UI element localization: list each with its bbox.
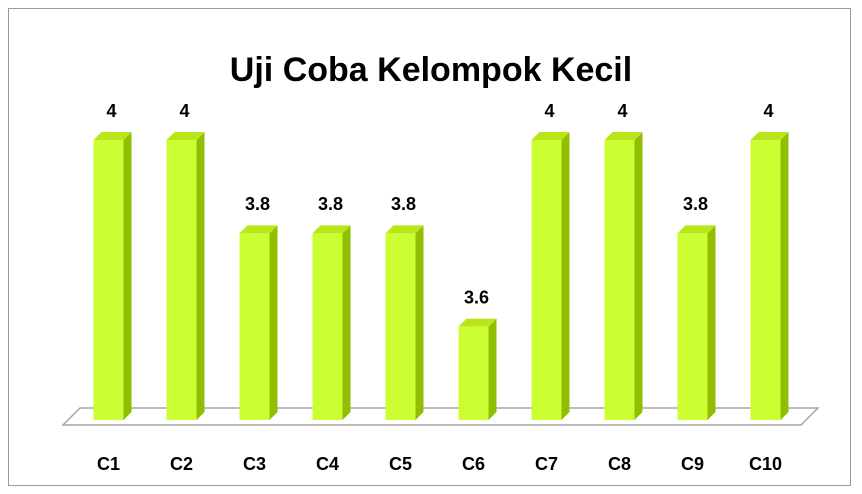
bar-side	[488, 318, 497, 420]
value-label: 4	[617, 101, 627, 121]
bar-top	[604, 132, 643, 140]
x-tick-label: C6	[462, 454, 485, 474]
value-label: 4	[106, 101, 116, 121]
x-tick-label: C7	[535, 454, 558, 474]
bar-top	[385, 225, 424, 234]
x-tick-label: C2	[170, 454, 193, 474]
value-label: 3.8	[318, 194, 343, 214]
bar-side	[269, 225, 278, 420]
x-tick-label: C3	[243, 454, 266, 474]
value-label: 3.6	[464, 287, 489, 307]
bar	[239, 233, 270, 420]
bar	[385, 233, 416, 420]
bar-top	[93, 132, 132, 140]
value-label: 4	[763, 101, 773, 121]
bar	[93, 140, 124, 420]
bar	[750, 140, 781, 420]
bar-side	[196, 132, 205, 420]
bar-side	[123, 132, 132, 420]
bar-top	[531, 132, 570, 140]
x-tick-label: C9	[681, 454, 704, 474]
bar	[458, 326, 489, 420]
bar-side	[561, 132, 570, 420]
value-label: 4	[179, 101, 189, 121]
bar-top	[750, 132, 789, 140]
bar	[677, 233, 708, 420]
chart-title: Uji Coba Kelompok Kecil	[230, 51, 632, 89]
bar	[531, 140, 562, 420]
bar-top	[312, 225, 351, 234]
bar-side	[342, 225, 351, 420]
bar-top	[677, 225, 716, 234]
bar-side	[634, 132, 643, 420]
bar	[166, 140, 197, 420]
x-tick-label: C10	[749, 454, 782, 474]
bar-top	[239, 225, 278, 234]
x-tick-label: C5	[389, 454, 412, 474]
bar	[604, 140, 635, 420]
bar-side	[780, 132, 789, 420]
bar-side	[707, 225, 716, 420]
bar-top	[458, 318, 497, 327]
bar-side	[415, 225, 424, 420]
value-label: 4	[544, 101, 554, 121]
value-label: 3.8	[683, 194, 708, 214]
x-tick-label: C4	[316, 454, 339, 474]
x-tick-label: C8	[608, 454, 631, 474]
bar-top	[166, 132, 205, 140]
value-label: 3.8	[391, 194, 416, 214]
bar	[312, 233, 343, 420]
value-label: 3.8	[245, 194, 270, 214]
x-tick-label: C1	[97, 454, 120, 474]
